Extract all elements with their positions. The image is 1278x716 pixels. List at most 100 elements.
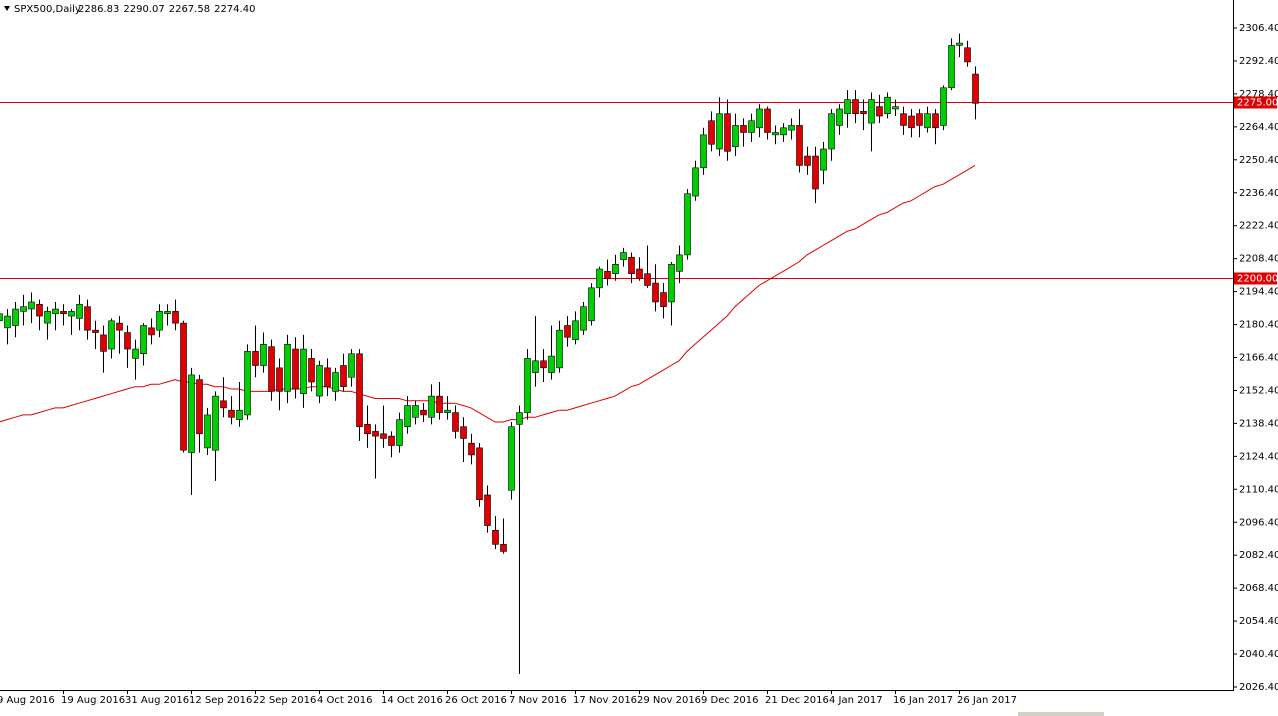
candle-up	[668, 263, 675, 303]
candle-up	[444, 409, 451, 413]
x-tick-label: 4 Jan 2017	[829, 695, 883, 706]
candle-up	[52, 308, 59, 315]
candle-down	[908, 115, 915, 129]
scrollbar[interactable]	[1018, 712, 1104, 716]
candle-up	[556, 329, 563, 369]
candle-down	[340, 365, 347, 387]
x-tick-label: 17 Nov 2016	[573, 695, 637, 706]
candle-down	[388, 435, 395, 446]
candle-up	[548, 355, 555, 373]
y-tick-label: 2152.40	[1239, 385, 1278, 396]
candle-up	[732, 125, 739, 147]
candle-up	[20, 306, 27, 312]
candle-up	[756, 108, 763, 129]
candle-down	[228, 409, 235, 418]
candle-up	[772, 132, 779, 136]
candle-down	[876, 106, 883, 117]
candle-up	[428, 395, 435, 418]
candle-down	[100, 334, 107, 352]
y-tick-label: 2208.40	[1239, 254, 1278, 265]
candle-up	[580, 306, 587, 331]
candle-up	[300, 348, 307, 395]
y-tick-label: 2222.40	[1239, 221, 1278, 232]
candle-down	[812, 155, 819, 190]
x-tick-label: 29 Nov 2016	[637, 695, 701, 706]
candle-up	[188, 374, 195, 453]
x-tick-label: 14 Oct 2016	[381, 695, 443, 706]
y-tick-label: 2138.40	[1239, 418, 1278, 429]
candle-down	[860, 111, 867, 114]
candle-up	[676, 254, 683, 272]
candle-down	[292, 348, 299, 390]
candle-up	[284, 344, 291, 392]
candle-down	[900, 113, 907, 126]
candle-up	[348, 353, 355, 378]
candle-down	[724, 113, 731, 152]
candle-up	[316, 365, 323, 397]
candle-up	[620, 252, 627, 260]
x-tick-label: 4 Oct 2016	[317, 695, 372, 706]
x-tick-label: 12 Sep 2016	[189, 695, 252, 706]
candle-down	[436, 395, 443, 413]
candle-up	[508, 426, 515, 491]
ohlc-value: 2286.83	[78, 4, 119, 15]
candle-down	[356, 353, 363, 427]
candle-up	[612, 263, 619, 275]
candle-up	[404, 405, 411, 427]
candle-up	[532, 360, 539, 373]
candle-down	[740, 125, 747, 133]
x-tick-label: 26 Oct 2016	[445, 695, 507, 706]
candle-up	[396, 419, 403, 446]
y-tick-label: 2180.40	[1239, 320, 1278, 331]
candle-down	[636, 268, 643, 279]
candle-down	[500, 544, 507, 552]
y-tick-label: 2236.40	[1239, 188, 1278, 199]
candle-up	[164, 311, 171, 315]
y-tick-label: 2166.40	[1239, 353, 1278, 364]
menu-arrow[interactable]	[4, 6, 10, 11]
candle-down	[36, 304, 43, 317]
price-label: 2275.00	[1237, 98, 1278, 109]
candle-up	[716, 113, 723, 150]
candle-down	[476, 447, 483, 500]
ohlc-readout: 2286.83 2290.07 2267.58 2274.40	[78, 4, 255, 15]
candle-down	[492, 529, 499, 545]
x-tick-label: 9 Aug 2016	[0, 695, 55, 706]
candle-down	[148, 327, 155, 336]
candle-up	[572, 320, 579, 340]
candle-down	[964, 47, 971, 63]
candle-up	[12, 308, 19, 326]
candle-down	[708, 120, 715, 145]
candle-down	[628, 256, 635, 275]
y-tick-label: 2278.40	[1239, 89, 1278, 100]
candle-up	[692, 167, 699, 197]
y-tick-label: 2264.40	[1239, 122, 1278, 133]
candle-down	[564, 325, 571, 338]
candle-down	[180, 322, 187, 451]
y-tick-label: 2054.40	[1239, 616, 1278, 627]
candle-down	[916, 113, 923, 126]
candle-up	[140, 325, 147, 355]
x-tick-label: 19 Aug 2016	[61, 695, 125, 706]
candle-up	[700, 134, 707, 169]
candle-up	[0, 313, 3, 322]
candle-down	[84, 306, 91, 331]
candle-up	[868, 99, 875, 124]
candle-down	[460, 426, 467, 439]
candle-up	[684, 193, 691, 256]
candle-up	[940, 87, 947, 126]
candle-down	[268, 346, 275, 392]
y-tick-label: 2096.40	[1239, 517, 1278, 528]
candle-down	[172, 311, 179, 324]
x-tick-label: 26 Jan 2017	[957, 695, 1017, 706]
y-tick-label: 2026.40	[1239, 682, 1278, 693]
candle-up	[788, 125, 795, 131]
candle-up	[236, 409, 243, 420]
candle-down	[932, 113, 939, 129]
x-tick-label: 9 Dec 2016	[701, 695, 759, 706]
y-tick-label: 2082.40	[1239, 550, 1278, 561]
candle-up	[828, 113, 835, 150]
ohlc-value: 2267.58	[169, 4, 210, 15]
candle-down	[92, 329, 99, 333]
